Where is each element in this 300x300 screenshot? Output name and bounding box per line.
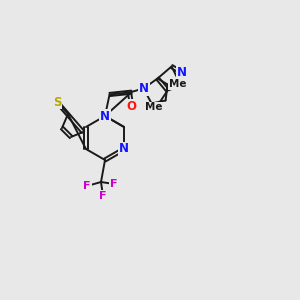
Text: N: N — [100, 110, 110, 122]
Text: F: F — [99, 191, 107, 201]
Text: N: N — [119, 142, 129, 155]
Text: S: S — [53, 95, 61, 109]
Text: O: O — [127, 100, 136, 113]
Text: O: O — [175, 80, 184, 93]
Text: N: N — [139, 82, 148, 95]
Text: N: N — [100, 110, 110, 122]
Text: F: F — [110, 179, 118, 189]
Text: N: N — [177, 66, 187, 79]
Text: Me: Me — [169, 80, 186, 89]
Text: F: F — [83, 181, 91, 191]
Text: Me: Me — [145, 103, 162, 112]
